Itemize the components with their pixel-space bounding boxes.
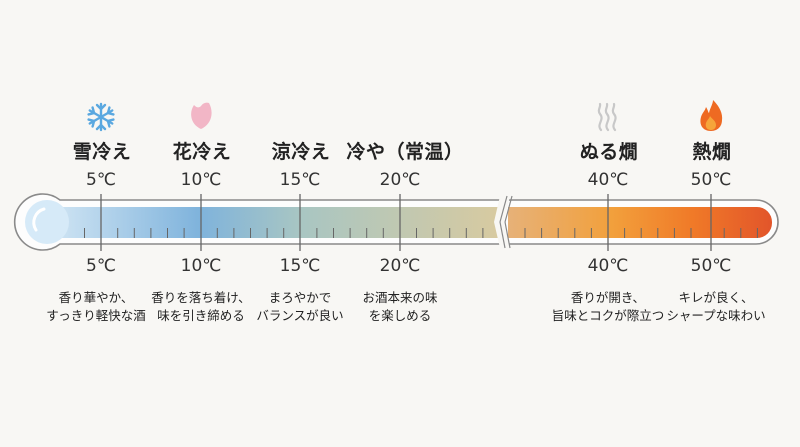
temp-label-top: 20℃ bbox=[379, 170, 421, 190]
description-line: 香りを落ち着け、 bbox=[151, 290, 251, 305]
description-line: 旨味とコクが際立つ bbox=[551, 308, 665, 323]
fill-cold-section bbox=[40, 207, 500, 238]
snowflake-icon bbox=[86, 102, 116, 136]
temp-label-bottom: 50℃ bbox=[690, 256, 732, 276]
stage-name: 熱燗 bbox=[692, 141, 732, 163]
fill-hot-section bbox=[508, 207, 772, 238]
stage-description: キレが良く、 シャープな味わい bbox=[666, 289, 765, 325]
temp-label-top: 40℃ bbox=[587, 170, 629, 190]
description-line: を楽しめる bbox=[368, 308, 432, 323]
temp-label-bottom: 15℃ bbox=[279, 256, 321, 276]
description-line: 香りが開き、 bbox=[570, 290, 646, 305]
temp-label-bottom: 10℃ bbox=[180, 256, 222, 276]
description-line: 味を引き締める bbox=[157, 308, 245, 323]
stage-description: お酒本来の味 を楽しめる bbox=[362, 289, 437, 325]
stage-name: 雪冷え bbox=[72, 141, 132, 163]
stage-description: 香りを落ち着け、 味を引き締める bbox=[151, 289, 250, 325]
stage-name: 涼冷え bbox=[271, 141, 331, 163]
temp-label-top: 15℃ bbox=[279, 170, 321, 190]
description-line: お酒本来の味 bbox=[362, 290, 438, 305]
temp-label-bottom: 5℃ bbox=[86, 256, 116, 276]
stage-name: 花冷え bbox=[172, 141, 232, 163]
temp-label-bottom: 40℃ bbox=[587, 256, 629, 276]
temp-label-top: 5℃ bbox=[86, 170, 116, 190]
description-line: バランスが良い bbox=[256, 308, 344, 323]
flame-icon bbox=[698, 100, 724, 136]
stage-description: まろやかでバランスが良い bbox=[256, 289, 343, 325]
cherry-petal-icon bbox=[188, 102, 214, 134]
thermometer-bulb bbox=[25, 200, 69, 244]
stage-name: ぬる燗 bbox=[579, 141, 639, 163]
temp-label-bottom: 20℃ bbox=[379, 256, 421, 276]
scale-ticks bbox=[84, 194, 758, 251]
description-line: まろやかで bbox=[268, 290, 332, 305]
description-line: 香り華やか、 bbox=[58, 290, 134, 305]
description-line: キレが良く、 bbox=[678, 290, 754, 305]
stage-name: 冷や（常温） bbox=[346, 141, 464, 163]
stage-description: 香り華やか、 すっきり軽快な酒 bbox=[46, 289, 146, 325]
steam-icon bbox=[595, 102, 621, 136]
description-line: すっきり軽快な酒 bbox=[46, 308, 146, 323]
stage-description: 香りが開き、旨味とコクが際立つ bbox=[552, 289, 665, 325]
temp-label-top: 50℃ bbox=[690, 170, 732, 190]
description-line: シャープな味わい bbox=[666, 308, 766, 323]
temp-label-top: 10℃ bbox=[180, 170, 222, 190]
scale-break bbox=[494, 195, 513, 249]
